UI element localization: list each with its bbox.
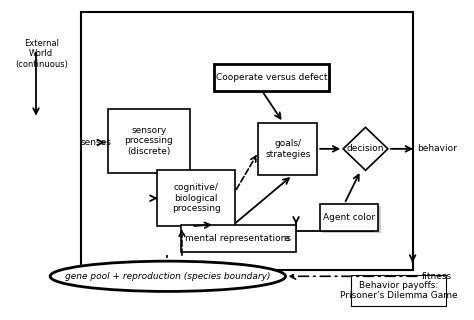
Bar bbox=[258, 123, 317, 175]
Text: gene pool + reproduction (species boundary): gene pool + reproduction (species bounda… bbox=[65, 272, 271, 281]
Text: B: B bbox=[284, 236, 289, 242]
Text: Behavior payoffs:
Prisoner’s Dilemma Game: Behavior payoffs: Prisoner’s Dilemma Gam… bbox=[340, 281, 457, 300]
Bar bbox=[108, 109, 190, 173]
Text: Agent color: Agent color bbox=[323, 213, 375, 222]
Bar bbox=[214, 64, 329, 91]
Bar bbox=[322, 206, 381, 233]
Text: goals/
strategies: goals/ strategies bbox=[265, 139, 310, 158]
Text: fitness: fitness bbox=[422, 272, 452, 281]
Text: decision: decision bbox=[347, 144, 384, 153]
Polygon shape bbox=[343, 127, 388, 170]
Text: sensory
processing
(discrete): sensory processing (discrete) bbox=[125, 126, 173, 156]
Text: cognitive/
biological
processing: cognitive/ biological processing bbox=[172, 183, 220, 213]
Bar bbox=[157, 170, 235, 226]
Bar bbox=[81, 12, 412, 270]
Text: Cooperate versus defect: Cooperate versus defect bbox=[216, 73, 327, 82]
Bar bbox=[319, 204, 378, 231]
Text: External
World
(continuous): External World (continuous) bbox=[15, 39, 68, 69]
Bar bbox=[351, 276, 446, 306]
Ellipse shape bbox=[50, 261, 285, 292]
Bar bbox=[181, 225, 296, 252]
Bar bbox=[216, 66, 331, 93]
Text: senses: senses bbox=[81, 138, 111, 147]
Text: behavior: behavior bbox=[417, 144, 457, 153]
Text: mental representations: mental representations bbox=[185, 234, 292, 243]
